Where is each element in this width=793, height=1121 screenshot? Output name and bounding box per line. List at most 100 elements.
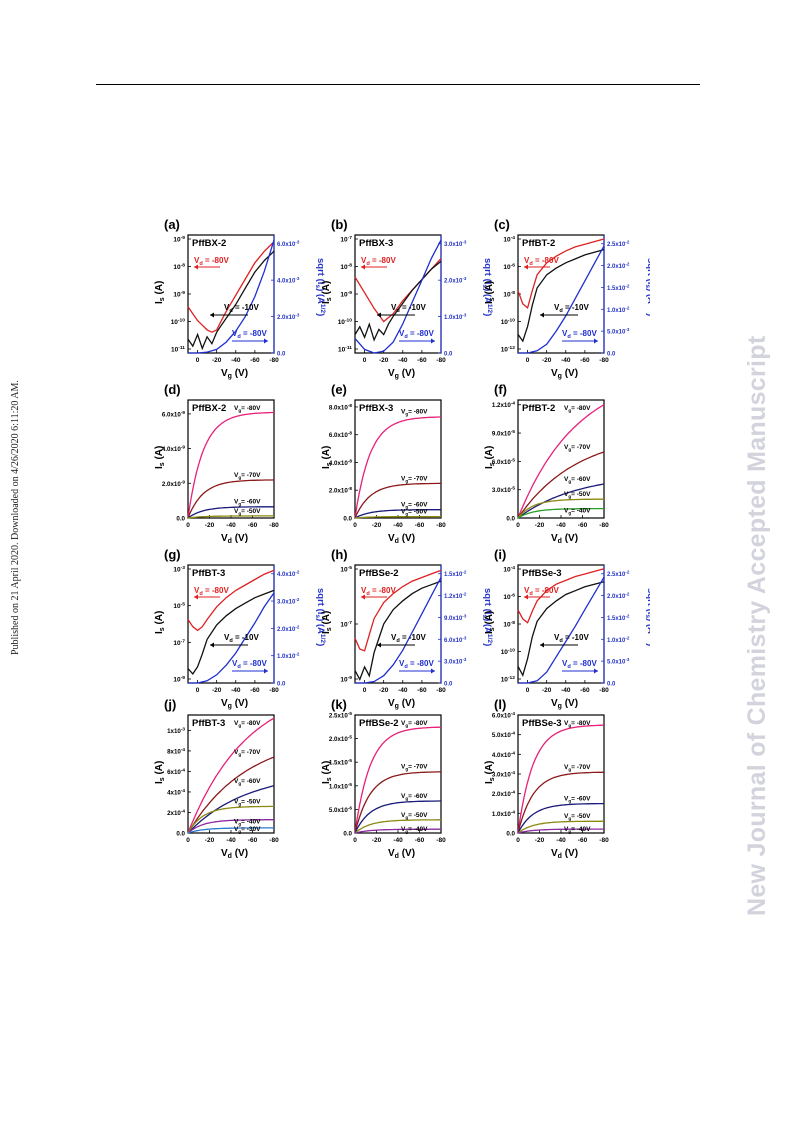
- curve-label: Vg= -60V: [234, 499, 261, 507]
- y2-axis-label: sqrt (Is) (A1/2): [644, 258, 650, 316]
- curve-label: Vg= -80V: [234, 720, 261, 728]
- y-tick-label: 10-10: [171, 318, 186, 327]
- material-label: PffBSe-3: [522, 568, 562, 579]
- series-line-black: [517, 581, 605, 678]
- y2-tick-label: 0.0: [444, 352, 453, 358]
- y-axis-label: Is (A): [484, 761, 496, 784]
- y2-tick-label: 2.5x10-2: [607, 240, 630, 249]
- x-tick-label: 0: [186, 522, 190, 529]
- curve-label: Vg= -50V: [234, 798, 261, 806]
- x-tick-label: -20: [542, 687, 552, 694]
- x-tick-label: -40: [398, 687, 408, 694]
- y-tick-label: 3.0x10-5: [492, 486, 515, 495]
- y-tick-label: 6.0x10-4: [492, 711, 515, 720]
- panel-label: (i): [494, 547, 506, 562]
- series-line-purple: [187, 819, 274, 834]
- y2-tick-label: 1.0x10-2: [607, 635, 630, 644]
- series-line-navy: [517, 802, 604, 834]
- series-line-magenta: [354, 726, 441, 834]
- y-tick-label: 2.5x10-5: [329, 711, 352, 720]
- y-tick-label: 2.0x10-5: [329, 735, 352, 744]
- x-tick-label: -40: [561, 687, 571, 694]
- series-line-red: [517, 568, 605, 624]
- x-tick-label: -60: [578, 522, 588, 529]
- y-tick-label: 10-9: [340, 675, 352, 684]
- y-tick-label: 10-12: [501, 675, 516, 684]
- annotation-vd80-sqrt-label: Vd = -80V: [232, 329, 267, 340]
- arrow-head-vd80: [361, 264, 365, 270]
- y-tick-label: 10-11: [338, 345, 352, 354]
- y2-axis-label: sqrt (Is) (A1/2): [481, 258, 493, 316]
- chart-panel-h: (h) PffBSe-2 0 -20 -40 -60 -80 Vg (V) Is (A) 10-5…: [321, 547, 493, 710]
- arrow-head-vd10: [377, 642, 381, 648]
- chart-panel-e: (e) PffBX-3 0 -20 -40 -60 -80 Vd (V) Is (A) 0.0 2.…: [321, 382, 446, 545]
- curve-label: Vg= -40V: [564, 508, 591, 516]
- series-line-brown: [517, 771, 605, 834]
- y-tick-label: 6x10-4: [167, 767, 185, 776]
- material-label: PffBT-2: [522, 403, 555, 414]
- y-tick-label: 0.0: [343, 831, 352, 838]
- x-tick-label: -20: [212, 687, 222, 694]
- panel-label: (a): [164, 217, 180, 232]
- material-label: PffBSe-3: [522, 718, 562, 729]
- y-tick-label: 1.2x10-4: [492, 401, 515, 410]
- y2-tick-label: 2.5x10-2: [607, 570, 630, 579]
- chart-panel-g: (g) PffBT-3 0 -20 -40 -60 -80 Vg (V) Is (A) 10-3 1…: [154, 547, 326, 710]
- y-tick-label: 10-3: [173, 565, 185, 574]
- x-tick-label: 0: [516, 522, 520, 529]
- curve-label: Vg= -50V: [401, 812, 428, 820]
- arrow-head-vd80: [524, 264, 528, 270]
- series-line-black: [354, 580, 442, 681]
- annotation-vd80-sqrt-label: Vd = -80V: [562, 329, 597, 340]
- material-label: PffBSe-2: [359, 568, 399, 579]
- x-axis-label: Vd (V): [221, 533, 248, 545]
- x-tick-label: -80: [599, 837, 609, 844]
- y-axis-label: Is (A): [154, 611, 166, 634]
- series-line-black: [517, 248, 605, 343]
- y-tick-label: 1.5x10-5: [329, 758, 352, 767]
- y2-tick-label: 2.0x10-2: [607, 262, 630, 271]
- x-tick-label: -20: [372, 522, 382, 529]
- curve-label: Vg= -60V: [401, 502, 428, 510]
- curve-label: Vg= -70V: [564, 444, 591, 452]
- series-line-blue: [518, 245, 605, 354]
- curve-label: Vg= -70V: [234, 472, 261, 480]
- series-line-magenta: [354, 416, 441, 519]
- y2-tick-label: 1.0x10-2: [277, 652, 300, 661]
- x-tick-label: -80: [269, 357, 279, 364]
- series-line-brown: [354, 771, 442, 834]
- y-tick-label: 10-12: [501, 345, 516, 354]
- series-line-navy: [187, 785, 275, 834]
- series-line-navy: [354, 509, 441, 519]
- y2-tick-label: 2.0x10-2: [607, 592, 630, 601]
- x-tick-label: -80: [436, 357, 446, 364]
- arrow-head-vd80: [194, 264, 198, 270]
- annotation-vd80-sqrt-label: Vd = -80V: [399, 659, 434, 670]
- curve-label: Vg= -80V: [401, 720, 428, 728]
- y-axis-label: Is (A): [484, 446, 496, 469]
- y-tick-label: 0.0: [176, 516, 185, 523]
- figure: (a) PffBX-2 0 -20 -40 -60 -80 Vg (V) Is (A) 10-9 1…: [154, 217, 650, 860]
- series-line-olive: [354, 515, 441, 519]
- y-tick-label: 10-7: [340, 235, 352, 244]
- y-tick-label: 5.0x10-4: [492, 731, 515, 740]
- series-line-blue: [188, 239, 275, 354]
- y2-axis-label: sqrt (Is) (A1/2): [644, 588, 650, 646]
- y-tick-label: 1x10-3: [167, 726, 185, 735]
- plot-frame: [187, 714, 275, 834]
- y2-tick-label: 6.0x10-3: [444, 635, 467, 644]
- arrow-head-vd10: [210, 642, 214, 648]
- x-tick-label: -20: [379, 357, 389, 364]
- x-tick-label: -40: [398, 357, 408, 364]
- y-tick-label: 2x10-4: [167, 808, 185, 817]
- series-line-blue: [518, 576, 605, 684]
- x-tick-label: -80: [599, 687, 609, 694]
- x-tick-label: -60: [417, 687, 427, 694]
- curve-label: Vg= -80V: [234, 405, 261, 413]
- series-line-lightblue: [187, 827, 274, 834]
- x-axis-label: Vg (V): [551, 698, 578, 710]
- y2-tick-label: 3.0x10-2: [277, 597, 300, 606]
- series-line-blue: [354, 239, 442, 354]
- curve-label: Vg= -80V: [564, 720, 591, 728]
- curve-label: Vg= -50V: [564, 491, 591, 499]
